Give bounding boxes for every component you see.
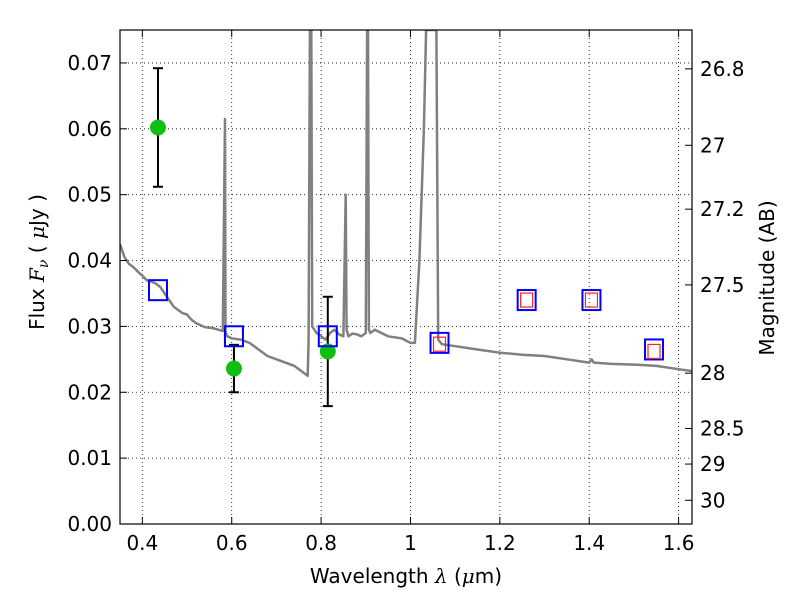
y2-tick-label: 29 bbox=[700, 452, 725, 476]
y2-tick-label: 27.5 bbox=[700, 273, 745, 297]
y-tick-label: 0.02 bbox=[67, 380, 112, 404]
tick-marks bbox=[120, 30, 692, 525]
y2-tick-label: 27 bbox=[700, 133, 725, 157]
x-tick-label: 1.2 bbox=[484, 531, 516, 555]
y2-axis-title: Magnitude (AB) bbox=[755, 200, 779, 355]
model-photometry-square bbox=[147, 279, 168, 302]
plot-frame bbox=[119, 29, 693, 525]
grid-lines bbox=[120, 30, 692, 525]
y2-tick-label: 28.5 bbox=[700, 416, 745, 440]
x-tick-label: 1.6 bbox=[663, 531, 695, 555]
model-photometry-square bbox=[644, 338, 665, 361]
model-photometry-square bbox=[317, 325, 338, 348]
y-tick-label: 0.07 bbox=[67, 51, 112, 75]
model-photometry-inner-square bbox=[432, 336, 447, 352]
observed-point bbox=[225, 360, 242, 377]
observed-point bbox=[319, 343, 336, 360]
tick-labels: 0.4 0.6 0.8 1 1.2 1.4 1.6 0.00 0.01 0.02 0.03 0.04 0… bbox=[67, 51, 744, 555]
x-tick-label: 0.6 bbox=[216, 531, 248, 555]
y-tick-label: 0.01 bbox=[67, 446, 112, 470]
y-tick-label: 0.03 bbox=[67, 314, 112, 338]
x-tick-label: 0.4 bbox=[126, 531, 158, 555]
y2-tick-label: 27.2 bbox=[700, 197, 745, 221]
model-photometry-square bbox=[223, 325, 244, 348]
model-photometry-square bbox=[429, 331, 450, 354]
x-axis-title: Wavelength λ (μm) bbox=[310, 564, 502, 588]
y2-tick-label: 30 bbox=[700, 488, 725, 512]
model-photometry-square bbox=[516, 289, 537, 312]
model-photometry-inner-square bbox=[520, 292, 534, 308]
series-layer bbox=[120, 30, 692, 408]
y-tick-label: 0.04 bbox=[67, 249, 112, 273]
observed-point bbox=[149, 119, 166, 136]
model-spectrum-line bbox=[120, 30, 692, 378]
x-tick-label: 1.4 bbox=[573, 531, 605, 555]
y-tick-label: 0.05 bbox=[67, 183, 112, 207]
model-photometry-square bbox=[581, 289, 602, 312]
x-tick-label: 1 bbox=[404, 531, 417, 555]
model-photometry-inner-square bbox=[584, 292, 599, 308]
y-axis-title: Flux Fν ( μJy ) bbox=[25, 194, 52, 330]
model-photometry-inner-square bbox=[647, 343, 661, 360]
y2-tick-label: 26.8 bbox=[700, 57, 745, 81]
x-tick-label: 0.8 bbox=[305, 531, 337, 555]
y-tick-label: 0.06 bbox=[67, 117, 112, 141]
y-tick-label: 0.00 bbox=[67, 512, 112, 536]
y2-tick-label: 28 bbox=[700, 361, 725, 385]
